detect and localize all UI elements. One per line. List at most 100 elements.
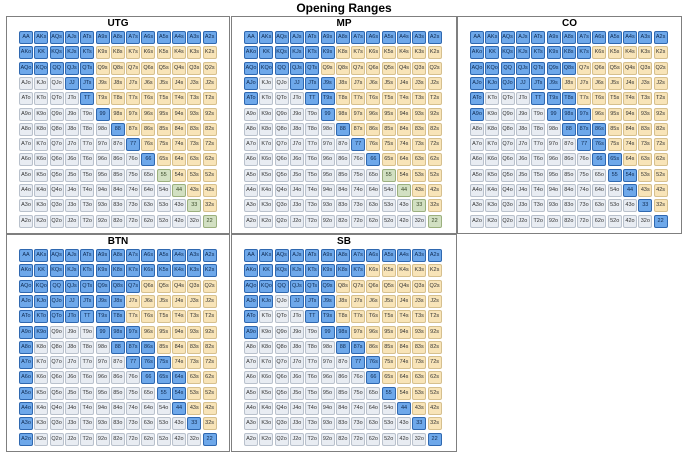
hand-cell-k8o: K8o — [259, 122, 274, 136]
hand-cell-95s: 95s — [607, 107, 622, 121]
hand-cell-94s: 94s — [172, 107, 186, 121]
panel-title: BTN — [107, 236, 129, 247]
hand-cell-j6s: J6s — [592, 76, 607, 90]
hand-cell-q2s: Q2s — [202, 279, 217, 293]
hand-cell-aa: AA — [244, 249, 258, 262]
hand-cell-32s: 32s — [427, 199, 442, 213]
hand-cell-84o: 84o — [335, 184, 350, 197]
hand-cell-j8o: J8o — [289, 122, 304, 136]
hand-cell-j7o: J7o — [515, 138, 530, 152]
hand-cell-84s: 84s — [397, 122, 411, 136]
hand-cell-t7s: T7s — [351, 310, 366, 324]
hand-cell-a6o: A6o — [19, 371, 33, 385]
hand-cell-t2o: T2o — [305, 214, 320, 228]
hand-cell-j7s: J7s — [126, 294, 141, 308]
hand-cell-84o: 84o — [110, 184, 125, 197]
hand-cell-84o: 84o — [335, 402, 350, 415]
hand-cell-98s: 98s — [110, 325, 125, 339]
hand-cell-aqo: AQo — [19, 61, 33, 75]
hand-cell-96o: 96o — [95, 371, 110, 385]
hand-cell-t7o: T7o — [80, 356, 95, 370]
hand-cell-43s: 43s — [187, 402, 202, 415]
hand-cell-98o: 98o — [320, 340, 335, 354]
hand-cell-95o: 95o — [95, 168, 110, 182]
hand-cell-qq: QQ — [274, 279, 289, 293]
hand-cell-62o: 62o — [366, 214, 381, 228]
hand-cell-qjs: QJs — [64, 61, 79, 75]
hand-cell-tt: TT — [80, 92, 95, 106]
hand-cell-k7o: K7o — [259, 356, 274, 370]
hand-cell-ajs: AJs — [64, 31, 79, 44]
hand-cell-94s: 94s — [397, 325, 411, 339]
hand-cell-k9o: K9o — [259, 325, 274, 339]
hand-cell-54s: 54s — [623, 168, 637, 182]
hand-cell-32o: 32o — [412, 214, 427, 228]
hand-cell-94s: 94s — [397, 107, 411, 121]
hand-cell-qts: QTs — [305, 279, 320, 293]
hand-cell-t2s: T2s — [202, 92, 217, 106]
hand-cell-99: 99 — [320, 107, 335, 121]
hand-cell-kqs: KQs — [49, 264, 64, 278]
hand-cell-qjs: QJs — [289, 279, 304, 293]
hand-cell-k6s: K6s — [366, 46, 381, 60]
hand-cell-k2s: K2s — [427, 46, 442, 60]
hand-cell-43o: 43o — [172, 417, 186, 431]
hand-cell-tt: TT — [305, 310, 320, 324]
hand-cell-kjs: KJs — [64, 264, 79, 278]
hand-cell-k7o: K7o — [34, 138, 49, 152]
hand-cell-44: 44 — [623, 184, 637, 197]
hand-cell-83s: 83s — [412, 340, 427, 354]
hand-cell-t5s: T5s — [381, 92, 396, 106]
hand-cell-k2s: K2s — [202, 46, 217, 60]
hand-cell-k6s: K6s — [366, 264, 381, 278]
hand-cell-a2o: A2o — [244, 214, 258, 228]
hand-cell-qto: QTo — [274, 92, 289, 106]
hand-cell-86o: 86o — [110, 371, 125, 385]
hand-cell-aqs: AQs — [500, 31, 515, 44]
hand-cell-k7s: K7s — [126, 46, 141, 60]
hand-cell-k3o: K3o — [259, 417, 274, 431]
hand-grid: AA AKs AQs AJs ATs A9s A8s A7s A6s A5s A4s A3s A2s AK… — [19, 249, 227, 457]
hand-cell-q2s: Q2s — [202, 61, 217, 75]
hand-cell-ats: ATs — [305, 249, 320, 262]
hand-cell-k8s: K8s — [335, 46, 350, 60]
hand-cell-93o: 93o — [95, 199, 110, 213]
hand-cell-85o: 85o — [335, 386, 350, 400]
hand-cell-42s: 42s — [202, 184, 217, 197]
hand-cell-63o: 63o — [141, 199, 156, 213]
hand-cell-72o: 72o — [126, 214, 141, 228]
hand-cell-t4s: T4s — [172, 310, 186, 324]
hand-cell-k6o: K6o — [34, 371, 49, 385]
hand-cell-qto: QTo — [49, 310, 64, 324]
hand-cell-q5s: Q5s — [381, 279, 396, 293]
hand-cell-t2s: T2s — [427, 310, 442, 324]
hand-cell-55: 55 — [156, 168, 171, 182]
hand-cell-22: 22 — [202, 432, 217, 446]
hand-cell-52s: 52s — [427, 386, 442, 400]
hand-cell-a2s: A2s — [202, 31, 217, 44]
hand-cell-22: 22 — [202, 214, 217, 228]
hand-cell-ajo: AJo — [19, 294, 33, 308]
hand-cell-j6s: J6s — [366, 294, 381, 308]
hand-cell-55: 55 — [607, 168, 622, 182]
hand-cell-t5o: T5o — [531, 168, 546, 182]
hand-cell-73s: 73s — [187, 356, 202, 370]
hand-cell-j4o: J4o — [64, 402, 79, 415]
hand-cell-97s: 97s — [351, 325, 366, 339]
hand-cell-76s: 76s — [592, 138, 607, 152]
hand-cell-94s: 94s — [172, 325, 186, 339]
hand-cell-64s: 64s — [172, 153, 186, 167]
hand-cell-ato: ATo — [19, 92, 33, 106]
hand-grid: AA AKs AQs AJs ATs A9s A8s A7s A6s A5s A4s A3s A2s AK… — [470, 31, 678, 239]
hand-cell-qts: QTs — [80, 61, 95, 75]
hand-cell-k5o: K5o — [485, 168, 500, 182]
hand-cell-65s: 65s — [156, 371, 171, 385]
hand-cell-aqo: AQo — [470, 61, 484, 75]
hand-cell-t3s: T3s — [187, 92, 202, 106]
hand-cell-t9s: T9s — [95, 310, 110, 324]
hand-cell-33: 33 — [412, 417, 427, 431]
hand-cell-jj: JJ — [289, 294, 304, 308]
hand-cell-96o: 96o — [320, 371, 335, 385]
hand-cell-qto: QTo — [49, 92, 64, 106]
hand-cell-a9o: A9o — [470, 107, 484, 121]
